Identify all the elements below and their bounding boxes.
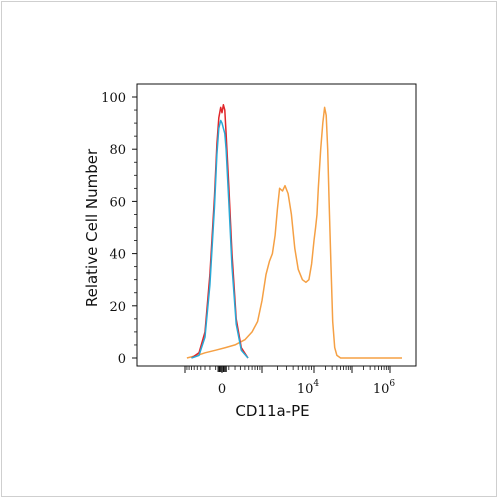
- x-axis: 0 104 106: [184, 366, 396, 397]
- plot-frame: [136, 83, 417, 367]
- x-tick-label: 0: [218, 382, 226, 397]
- x-tick-label: 104: [297, 379, 320, 397]
- y-tick-label: 60: [109, 195, 126, 210]
- x-axis-title: CD11a-PE: [235, 402, 309, 420]
- y-tick-label: 80: [109, 143, 126, 158]
- histogram-series-line: [191, 104, 249, 359]
- y-tick-label: 40: [109, 248, 126, 263]
- y-axis-title: Relative Cell Number: [83, 148, 101, 307]
- y-tick-label: 100: [101, 91, 126, 106]
- x-tick-label: 106: [373, 379, 396, 397]
- y-tick-label: 0: [118, 352, 126, 367]
- histogram-series-line: [186, 106, 402, 359]
- y-tick-label: 20: [109, 300, 126, 315]
- histogram-series-line: [191, 119, 249, 359]
- series-layer: [186, 104, 402, 359]
- y-axis: 0 20 40 60 80 100: [101, 91, 137, 367]
- plot-area: [136, 83, 417, 367]
